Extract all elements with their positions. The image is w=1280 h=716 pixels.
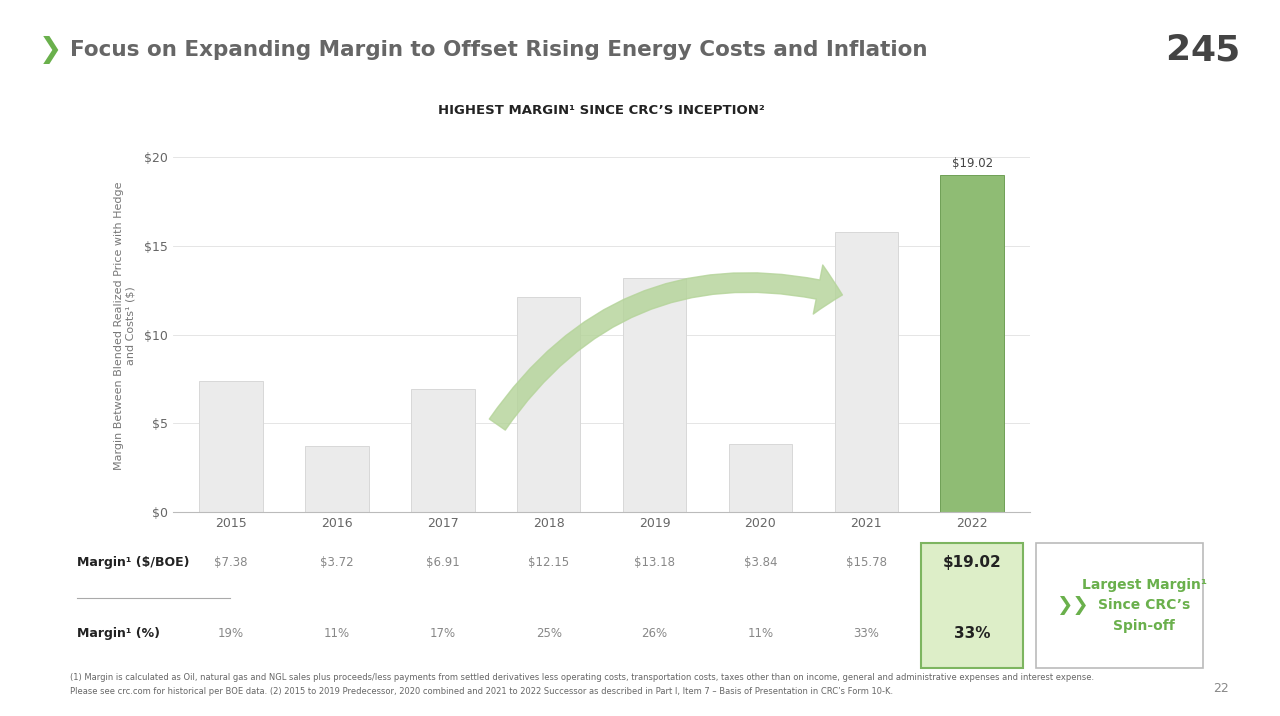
- Bar: [941, 175, 1004, 512]
- Text: 19%: 19%: [218, 627, 244, 640]
- Bar: [305, 446, 369, 512]
- Text: Margin¹ (%): Margin¹ (%): [77, 627, 160, 640]
- FancyArrowPatch shape: [489, 265, 842, 430]
- Text: $13.18: $13.18: [634, 556, 675, 569]
- Text: ❯: ❯: [38, 36, 61, 64]
- Text: 45: 45: [1190, 33, 1240, 67]
- Text: 11%: 11%: [748, 627, 773, 640]
- Text: $19.02: $19.02: [951, 158, 993, 170]
- Text: 11%: 11%: [324, 627, 349, 640]
- Text: $6.91: $6.91: [426, 556, 460, 569]
- Bar: [517, 296, 580, 512]
- Bar: [835, 232, 899, 512]
- Text: Focus on Expanding Margin to Offset Rising Energy Costs and Inflation: Focus on Expanding Margin to Offset Risi…: [70, 40, 928, 60]
- Text: 17%: 17%: [430, 627, 456, 640]
- Y-axis label: Margin Between Blended Realized Price with Hedge
and Costs¹ ($): Margin Between Blended Realized Price wi…: [114, 182, 136, 470]
- Bar: [411, 390, 475, 512]
- Text: 33%: 33%: [954, 626, 991, 641]
- Bar: [728, 444, 792, 512]
- Text: 26%: 26%: [641, 627, 668, 640]
- Text: Please see crc.com for historical per BOE data. (2) 2015 to 2019 Predecessor, 20: Please see crc.com for historical per BO…: [70, 687, 893, 697]
- Bar: [623, 279, 686, 512]
- Text: $12.15: $12.15: [529, 556, 570, 569]
- Text: 22: 22: [1213, 682, 1229, 695]
- Text: Margin¹ ($/BOE): Margin¹ ($/BOE): [77, 556, 189, 569]
- Text: 2: 2: [1165, 33, 1190, 67]
- Text: $7.38: $7.38: [214, 556, 248, 569]
- Text: ❯❯: ❯❯: [1056, 596, 1089, 615]
- Text: (1) Margin is calculated as Oil, natural gas and NGL sales plus proceeds/less pa: (1) Margin is calculated as Oil, natural…: [70, 673, 1094, 682]
- Text: $19.02: $19.02: [943, 555, 1001, 569]
- Text: Largest Margin¹
Since CRC’s
Spin-off: Largest Margin¹ Since CRC’s Spin-off: [1082, 578, 1207, 633]
- Text: 33%: 33%: [854, 627, 879, 640]
- Text: $3.84: $3.84: [744, 556, 777, 569]
- Text: $15.78: $15.78: [846, 556, 887, 569]
- Bar: [200, 381, 262, 512]
- Text: HIGHEST MARGIN¹ SINCE CRC’S INCEPTION²: HIGHEST MARGIN¹ SINCE CRC’S INCEPTION²: [438, 105, 765, 117]
- Text: 25%: 25%: [535, 627, 562, 640]
- Text: $3.72: $3.72: [320, 556, 353, 569]
